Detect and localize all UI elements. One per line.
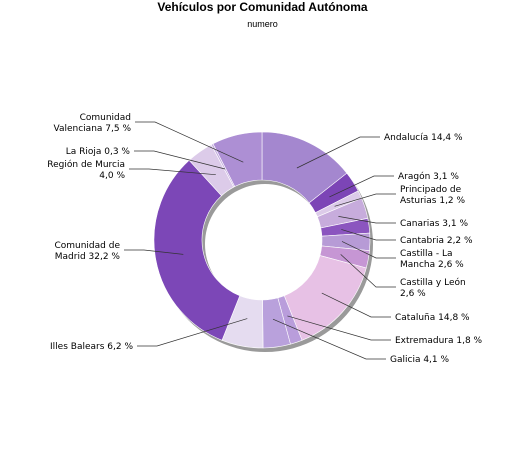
chart-title: Vehículos por Comunidad Autónoma — [157, 0, 368, 14]
data-label-region-de-murcia: Región de Murcia 4,0 % — [47, 159, 125, 181]
data-label-illes-balears: Illes Balears 6,2 % — [50, 342, 133, 352]
leader-line-canarias — [338, 216, 396, 224]
leader-line-la-rioja — [134, 150, 226, 170]
leader-line-castilla-y-leon — [340, 254, 396, 288]
leader-line-cataluna — [321, 292, 391, 318]
data-label-aragon: Aragón 3,1 % — [398, 171, 459, 182]
data-label-comunidad-valenciana: Comunidad Valenciana 7,5 % — [54, 113, 132, 134]
data-label-andalucia: Andalucía 14,4 % — [384, 133, 463, 143]
leader-line-region-de-murcia — [129, 168, 216, 176]
data-label-canarias: Canarias 3,1 % — [400, 219, 468, 229]
leader-line-comunidad-valenciana — [135, 121, 244, 163]
leader-line-comunidad-de-madrid — [124, 249, 184, 255]
data-label-galicia: Galicia 4,1 % — [390, 355, 449, 365]
leader-line-galicia — [272, 318, 386, 360]
slice-comunidad-de-madrid — [153, 159, 241, 341]
data-label-principado-de-asturias: Principado de Asturias 1,2 % — [400, 185, 466, 206]
data-label-cantabria: Cantabria 2,2 % — [400, 236, 473, 246]
leader-line-andalucia — [296, 136, 380, 169]
data-label-castilla-y-leon: Castilla y León 2,6 % — [400, 277, 466, 299]
data-label-cataluna: Cataluña 14,8 % — [395, 313, 470, 323]
leader-line-aragon — [329, 175, 394, 198]
data-label-comunidad-de-madrid: Comunidad de Madrid 32,2 % — [54, 241, 120, 262]
data-label-castilla-la-mancha: Castilla - La Mancha 2,6 % — [400, 249, 464, 270]
leader-line-castilla-la-mancha — [341, 241, 396, 259]
data-label-extremadura: Extremadura 1,8 % — [395, 336, 483, 346]
leader-line-extremadura — [287, 315, 391, 341]
data-label-la-rioja: La Rioja 0,3 % — [66, 147, 131, 157]
leader-line-illes-balears — [137, 318, 248, 347]
leader-line-cantabria — [341, 229, 396, 241]
leader-line-principado-de-asturias — [334, 193, 396, 207]
chart-subtitle: numero — [247, 19, 278, 29]
